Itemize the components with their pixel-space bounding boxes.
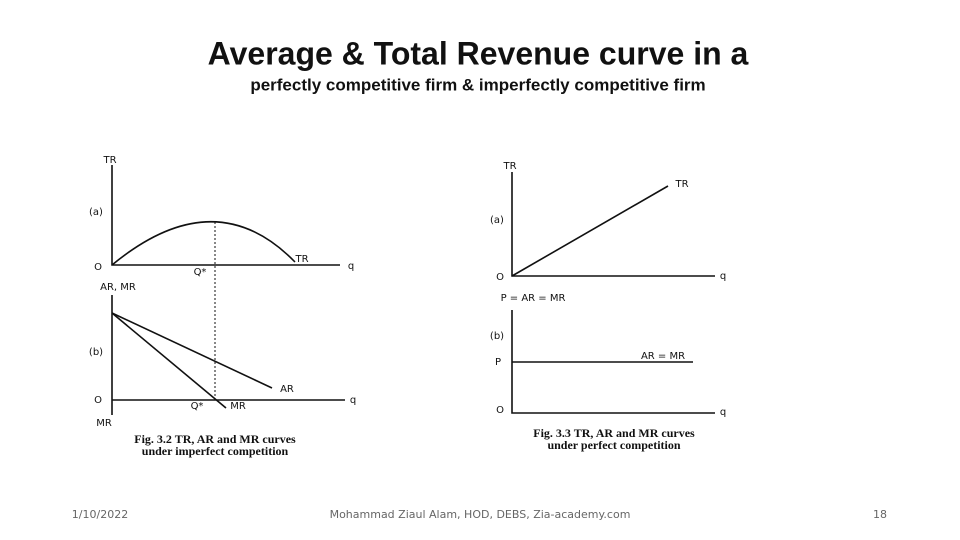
label: MR xyxy=(230,401,246,412)
label: (b) xyxy=(490,331,504,342)
label: O xyxy=(94,262,102,273)
label: TR xyxy=(294,254,308,265)
label: TR xyxy=(674,179,688,190)
axes xyxy=(111,165,340,266)
label: O xyxy=(496,405,504,416)
axes xyxy=(511,310,715,414)
axes xyxy=(111,295,345,415)
caption: under perfect competition xyxy=(547,438,680,452)
label: q xyxy=(720,271,726,282)
caption: Fig. 3.3 TR, AR and MR curves xyxy=(533,426,695,440)
label: AR xyxy=(280,384,294,395)
label: AR = MR xyxy=(641,351,685,362)
label: q xyxy=(350,395,356,406)
label: (b) xyxy=(89,347,103,358)
label: P xyxy=(495,357,501,368)
label: (a) xyxy=(490,215,504,226)
label: q xyxy=(720,407,726,418)
footer-date: 1/10/2022 xyxy=(72,508,128,521)
label: AR, MR xyxy=(100,282,136,293)
figure-imperfect: TR (a) O Q* TR q AR, MR (b) O Q* MR AR q… xyxy=(89,155,356,458)
caption: Fig. 3.2 TR, AR and MR curves xyxy=(134,432,296,446)
caption: under imperfect competition xyxy=(142,444,289,458)
label: P = AR = MR xyxy=(501,293,566,304)
label: MR xyxy=(96,418,112,429)
label: (a) xyxy=(89,207,103,218)
label: Q* xyxy=(194,267,207,278)
ar-line xyxy=(111,312,273,389)
footer-author: Mohammad Ziaul Alam, HOD, DEBS, Zia-acad… xyxy=(330,508,631,521)
tr-line xyxy=(511,185,669,277)
label: O xyxy=(94,395,102,406)
label: q xyxy=(348,261,354,272)
subtitle: perfectly competitive firm & imperfectly… xyxy=(250,75,705,94)
tr-curve xyxy=(111,220,296,266)
label: TR xyxy=(502,161,516,172)
label: Q* xyxy=(191,401,204,412)
label: TR xyxy=(102,155,116,166)
label: O xyxy=(496,272,504,283)
figure-perfect: TR TR (a) O q P = AR = MR (b) P AR = MR … xyxy=(490,161,726,452)
footer-page: 18 xyxy=(873,508,887,521)
title: Average & Total Revenue curve in a xyxy=(208,35,749,71)
mr-line xyxy=(111,312,227,409)
